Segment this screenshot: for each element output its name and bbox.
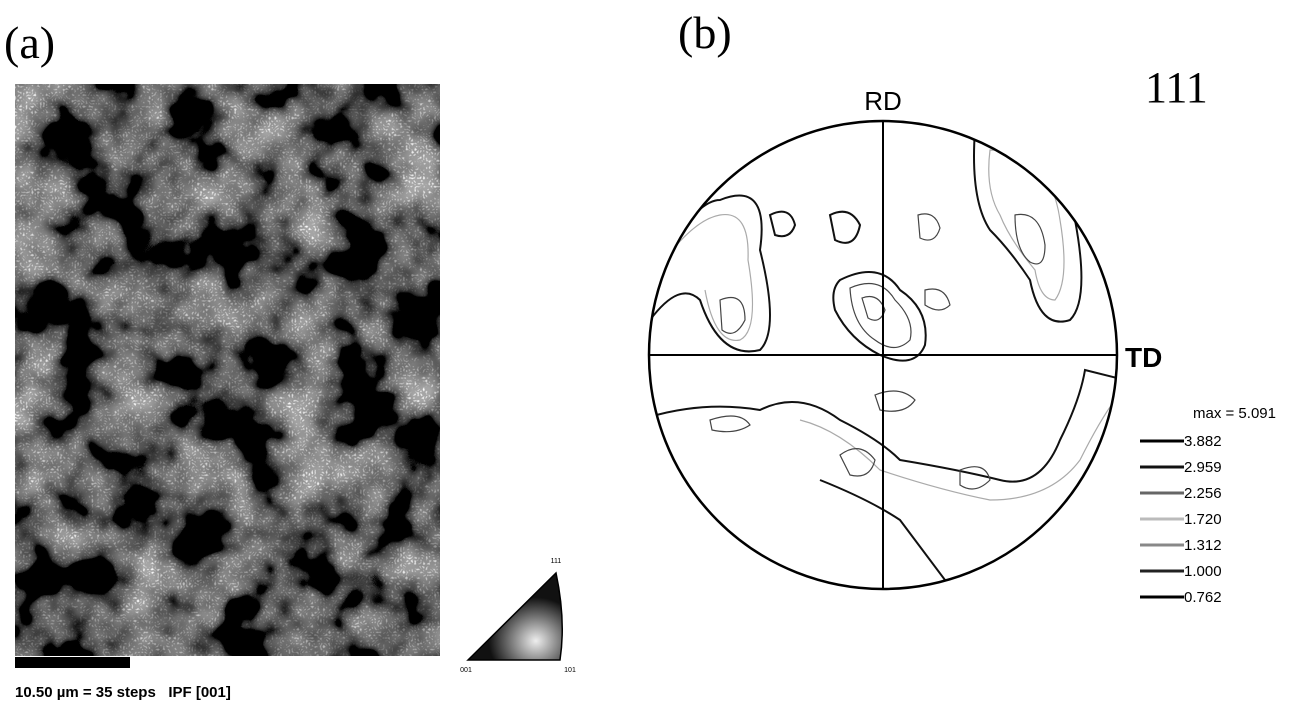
legend-label: 1.720 (1184, 511, 1222, 528)
legend-label: 2.256 (1184, 485, 1222, 502)
contour (720, 298, 745, 334)
contour (650, 215, 753, 341)
contour (1015, 214, 1045, 264)
contour (830, 212, 860, 243)
contour (862, 297, 885, 321)
scale-caption: 10.50 µm = 35 steps IPF [001] (15, 684, 231, 701)
contour (770, 212, 795, 237)
ipf-triangle (468, 573, 562, 660)
contour (850, 284, 911, 348)
legend-label: 2.959 (1184, 459, 1222, 476)
figure: (a) 10.50 µm = 35 steps IPF [001] 111 00… (0, 0, 1305, 725)
legend-label: 3.882 (1184, 433, 1222, 450)
contour (960, 467, 990, 489)
triangle-label: 101 (564, 667, 576, 674)
contour (710, 416, 750, 432)
triangle-label: 001 (460, 667, 472, 674)
scale-bar (15, 657, 130, 668)
legend-label: 1.312 (1184, 537, 1222, 554)
triangle-label: 111 (551, 558, 562, 565)
pole-label: 111 (1145, 63, 1208, 112)
panel-label: (a) (4, 17, 55, 68)
contour (989, 150, 1064, 300)
legend-label: 1.000 (1184, 563, 1222, 580)
ebsd-speckle (15, 84, 440, 656)
contour (640, 196, 770, 640)
contour (840, 449, 875, 476)
contour (875, 391, 915, 411)
page: {"panel_a": {"label": "(a)", "scale_capt… (0, 0, 1305, 725)
contour (925, 289, 950, 310)
contour (974, 130, 1081, 322)
panel-label: (b) (678, 7, 732, 58)
max-label: max = 5.091 (1193, 405, 1276, 422)
axis-label-rd: RD (864, 86, 902, 116)
legend: 3.882 2.959 2.256 1.720 1.312 1.000 0.762 (1140, 433, 1222, 606)
contour (918, 214, 940, 240)
axis-label-td: TD (1125, 342, 1162, 373)
legend-label: 0.762 (1184, 589, 1222, 606)
